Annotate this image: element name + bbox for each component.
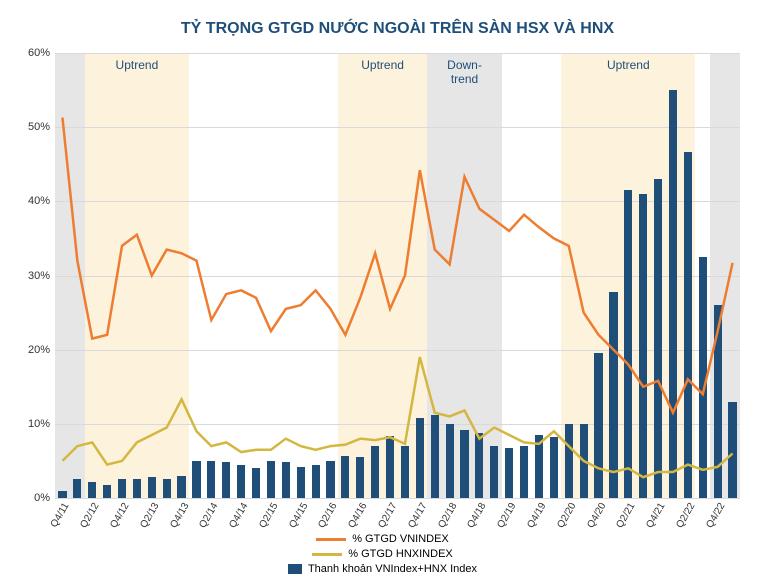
x-tick: Q4/13 (168, 501, 191, 530)
y-tick: 40% (28, 195, 50, 207)
y-tick: 60% (28, 47, 50, 59)
legend-swatch-line (312, 553, 342, 556)
line-hnxindex (62, 357, 732, 477)
x-tick: Q4/15 (287, 501, 310, 530)
legend-label: % GTGD VNINDEX (352, 533, 449, 545)
x-tick: Q4/16 (347, 501, 370, 530)
x-tick: Q2/17 (376, 501, 399, 530)
x-tick: Q2/15 (257, 501, 280, 530)
grid-line (55, 498, 740, 499)
x-tick: Q2/21 (615, 501, 638, 530)
x-tick: Q4/20 (585, 501, 608, 530)
y-tick: 20% (28, 344, 50, 356)
plot-area: 0%10%20%30%40%50%60% UptrendUptrendDown-… (55, 53, 740, 498)
chart-container: TỶ TRỌNG GTGD NƯỚC NGOÀI TRÊN SÀN HSX VÀ… (0, 0, 765, 577)
legend-item: % GTGD HNXINDEX (312, 548, 453, 560)
legend-swatch-line (316, 538, 346, 541)
x-tick: Q4/21 (644, 501, 667, 530)
x-tick: Q2/16 (317, 501, 340, 530)
chart-title: TỶ TRỌNG GTGD NƯỚC NGOÀI TRÊN SÀN HSX VÀ… (55, 20, 740, 38)
line-vnindex (62, 118, 732, 413)
legend-label: Thanh khoản VNIndex+HNX Index (308, 563, 477, 575)
y-axis: 0%10%20%30%40%50%60% (20, 53, 50, 498)
x-tick: Q2/22 (674, 501, 697, 530)
x-tick: Q2/18 (436, 501, 459, 530)
x-tick: Q4/12 (108, 501, 131, 530)
y-tick: 30% (28, 270, 50, 282)
legend-item: Thanh khoản VNIndex+HNX Index (288, 563, 477, 575)
x-tick: Q2/12 (79, 501, 102, 530)
y-tick: 10% (28, 418, 50, 430)
legend-label: % GTGD HNXINDEX (348, 548, 453, 560)
x-tick: Q4/22 (704, 501, 727, 530)
x-tick: Q2/19 (496, 501, 519, 530)
x-tick: Q4/18 (466, 501, 489, 530)
x-tick: Q4/17 (406, 501, 429, 530)
x-tick: Q2/20 (555, 501, 578, 530)
y-tick: 0% (34, 492, 50, 504)
lines-layer (55, 53, 740, 498)
legend: % GTGD VNINDEX % GTGD HNXINDEX Thanh khoản… (0, 533, 765, 575)
y-tick: 50% (28, 121, 50, 133)
legend-item: % GTGD VNINDEX (316, 533, 449, 545)
legend-swatch-box (288, 564, 302, 574)
x-tick: Q4/19 (525, 501, 548, 530)
x-tick: Q4/11 (49, 501, 72, 529)
x-tick: Q2/14 (198, 501, 221, 530)
x-tick: Q4/14 (228, 501, 251, 530)
x-axis: Q4/11Q2/12Q4/12Q2/13Q4/13Q2/14Q4/14Q2/15… (55, 501, 740, 526)
x-tick: Q2/13 (138, 501, 161, 530)
